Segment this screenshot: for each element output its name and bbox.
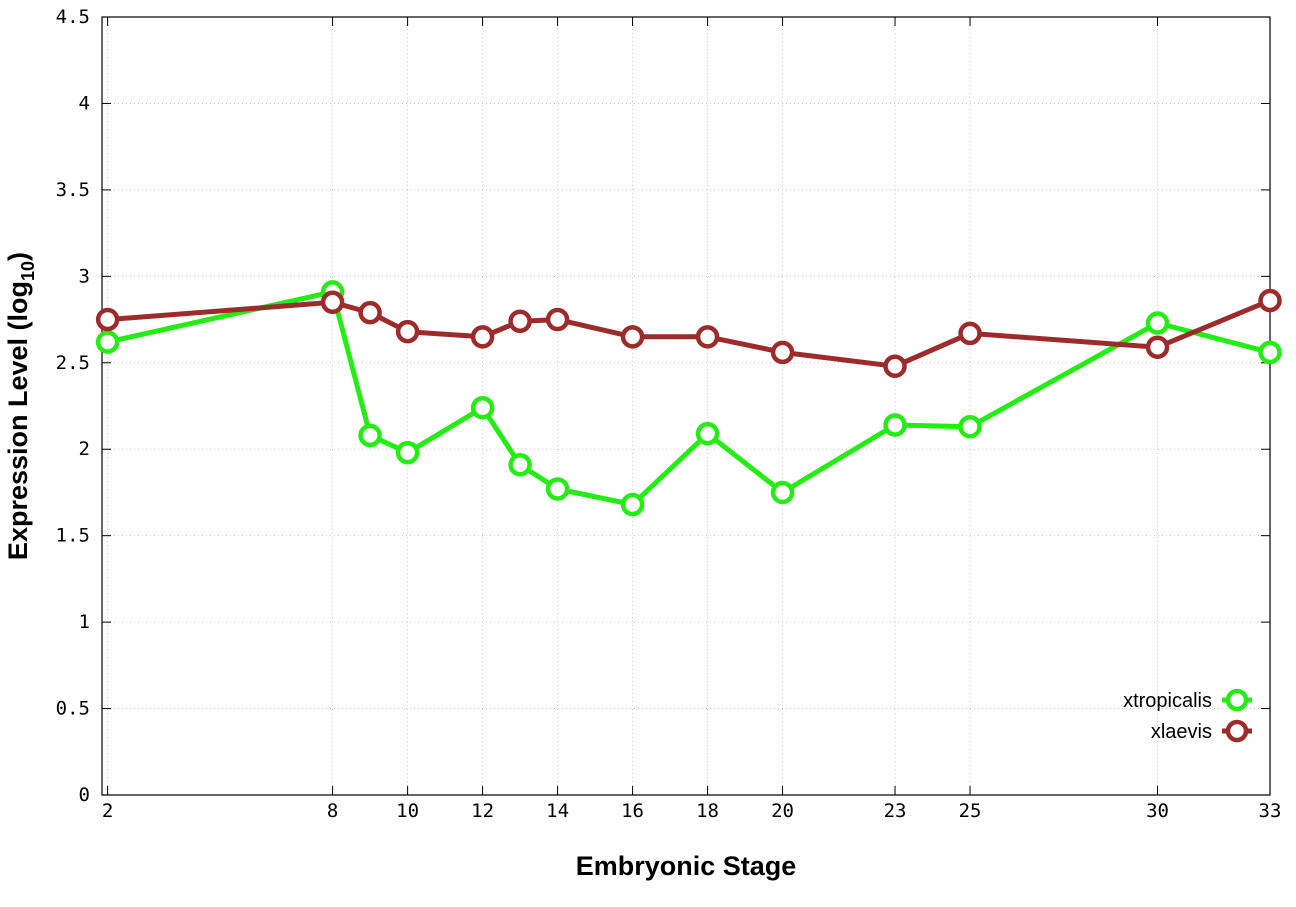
y-axis-title-subscript: 10 — [18, 261, 38, 281]
legend: xtropicalis xlaevis — [1123, 688, 1252, 743]
x-tick-label: 16 — [621, 800, 644, 822]
data-point-xtropicalis — [620, 492, 645, 517]
data-point-xtropicalis — [508, 453, 532, 477]
y-tick-label: 3.5 — [56, 179, 90, 201]
y-tick-labels: 0 0.5 1 1.5 2 2.5 3 3.5 4 4.5 — [56, 6, 90, 806]
x-tick-label: 12 — [471, 800, 494, 822]
grid-lines — [102, 17, 1270, 795]
y-tick-label: 4 — [79, 92, 90, 114]
x-tick-label: 23 — [884, 800, 907, 822]
y-axis-title: Expression Level (log10) — [3, 252, 38, 560]
legend-label-xtropicalis: xtropicalis — [1123, 690, 1212, 712]
x-tick-label: 10 — [396, 800, 419, 822]
data-point-xlaevis — [545, 307, 570, 332]
legend-marker-xlaevis — [1225, 719, 1249, 743]
data-point-xlaevis — [320, 290, 345, 315]
data-point-xtropicalis — [395, 440, 420, 465]
data-point-xlaevis — [470, 325, 495, 349]
plot-frame — [101, 16, 1271, 796]
y-tick-label: 2 — [79, 438, 90, 460]
data-point-xlaevis — [883, 354, 907, 378]
x-tick-label: 2 — [102, 800, 113, 822]
x-tick-label: 18 — [696, 800, 719, 822]
x-tick-label: 33 — [1259, 800, 1282, 822]
data-point-xtropicalis — [470, 395, 495, 420]
data-point-xlaevis — [620, 325, 645, 349]
y-tick-label: 0.5 — [56, 698, 90, 720]
x-tick-label: 20 — [771, 800, 794, 822]
x-axis-title: Embryonic Stage — [576, 851, 797, 881]
series-xtropicalis — [95, 280, 1282, 517]
data-point-xtropicalis — [95, 330, 120, 354]
data-point-xlaevis — [770, 340, 795, 365]
data-point-xtropicalis — [770, 480, 795, 505]
y-tick-label: 2.5 — [56, 352, 90, 374]
series-line-xtropicalis — [107, 289, 1271, 507]
y-axis-title-main: Expression Level (log — [3, 281, 33, 560]
y-tick-label: 1 — [79, 611, 90, 633]
legend-label-xlaevis: xlaevis — [1151, 721, 1212, 743]
y-axis-title-close: ) — [3, 252, 33, 261]
data-point-xtropicalis — [1145, 311, 1170, 335]
data-point-xlaevis — [508, 309, 532, 334]
y-tick-label: 3 — [79, 265, 90, 287]
x-tick-label: 14 — [546, 800, 569, 822]
data-point-xtropicalis — [358, 423, 382, 448]
y-tick-label: 4.5 — [56, 6, 90, 28]
data-point-xlaevis — [1145, 335, 1170, 359]
data-point-xlaevis — [958, 321, 982, 346]
y-tick-label: 1.5 — [56, 525, 90, 547]
data-point-xtropicalis — [883, 413, 907, 437]
x-tick-labels: 2 8 10 12 14 16 18 20 23 25 30 33 — [102, 800, 1282, 822]
series-layer — [95, 280, 1282, 517]
data-point-xlaevis — [358, 300, 382, 325]
data-point-xtropicalis — [695, 421, 720, 446]
data-point-xtropicalis — [958, 414, 982, 439]
series-xlaevis — [95, 288, 1282, 378]
data-point-xtropicalis — [545, 477, 570, 501]
data-point-xlaevis — [395, 319, 420, 344]
data-point-xlaevis — [695, 325, 720, 349]
axis-ticks — [102, 16, 1271, 796]
x-tick-label: 8 — [327, 800, 338, 822]
y-tick-label: 0 — [79, 784, 90, 806]
data-point-xlaevis — [95, 307, 120, 332]
data-point-xlaevis — [1258, 288, 1282, 313]
x-tick-label: 30 — [1146, 800, 1169, 822]
legend-marker-xtropicalis — [1225, 688, 1249, 712]
data-point-xtropicalis — [1258, 340, 1282, 365]
x-tick-label: 25 — [959, 800, 982, 822]
